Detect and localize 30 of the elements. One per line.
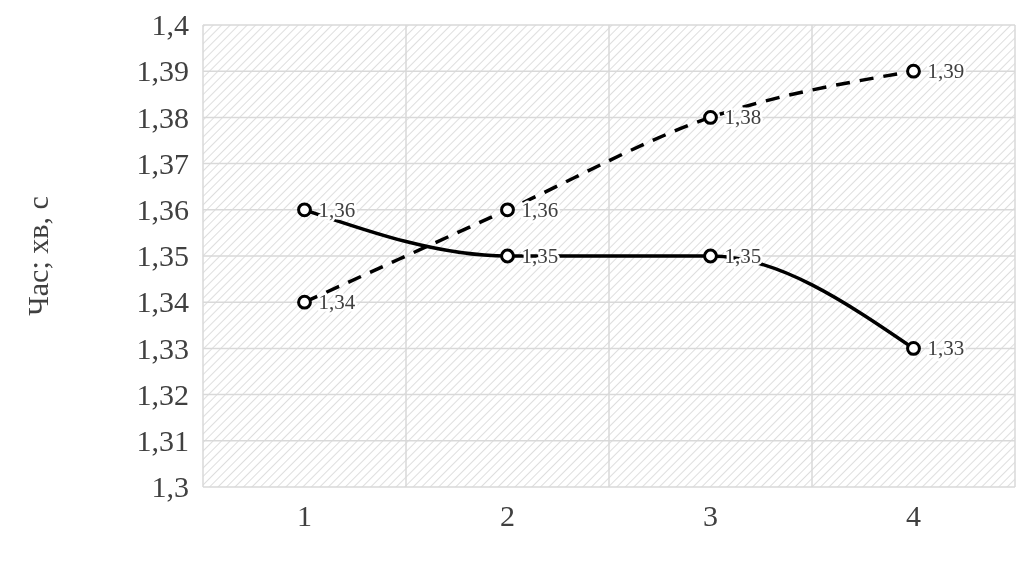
- point: [703, 248, 718, 264]
- x-tick-label: 2: [500, 499, 515, 533]
- y-tick-label: 1,33: [136, 331, 189, 365]
- y-tick-label: 1,3: [151, 470, 189, 504]
- point: [906, 340, 921, 356]
- y-tick-label: 1,35: [136, 239, 189, 273]
- y-tick-label: 1,32: [136, 377, 189, 411]
- x-tick-label: 3: [703, 499, 718, 533]
- data-label: 1,38: [724, 105, 762, 130]
- point: [297, 202, 312, 218]
- data-label: 1,36: [521, 197, 559, 222]
- data-label: 1,34: [318, 290, 356, 315]
- x-tick-label: 4: [906, 499, 921, 533]
- data-label: 1,33: [927, 336, 965, 361]
- point: [500, 202, 515, 218]
- point: [297, 294, 312, 310]
- y-axis-title: Час; хв, с: [21, 196, 54, 316]
- y-tick-label: 1,34: [136, 285, 189, 319]
- data-label: 1,36: [318, 197, 356, 222]
- y-tick-label: 1,39: [136, 54, 189, 88]
- y-tick-label: 1,38: [136, 100, 189, 134]
- data-label: 1,39: [927, 59, 965, 84]
- point: [703, 109, 718, 125]
- y-tick-label: 1,36: [136, 192, 189, 226]
- y-tick-label: 1,31: [136, 423, 189, 457]
- point: [500, 248, 515, 264]
- y-tick-label: 1,37: [136, 146, 189, 180]
- point: [906, 63, 921, 79]
- x-tick-label: 1: [297, 499, 312, 533]
- y-tick-label: 1,4: [151, 8, 189, 42]
